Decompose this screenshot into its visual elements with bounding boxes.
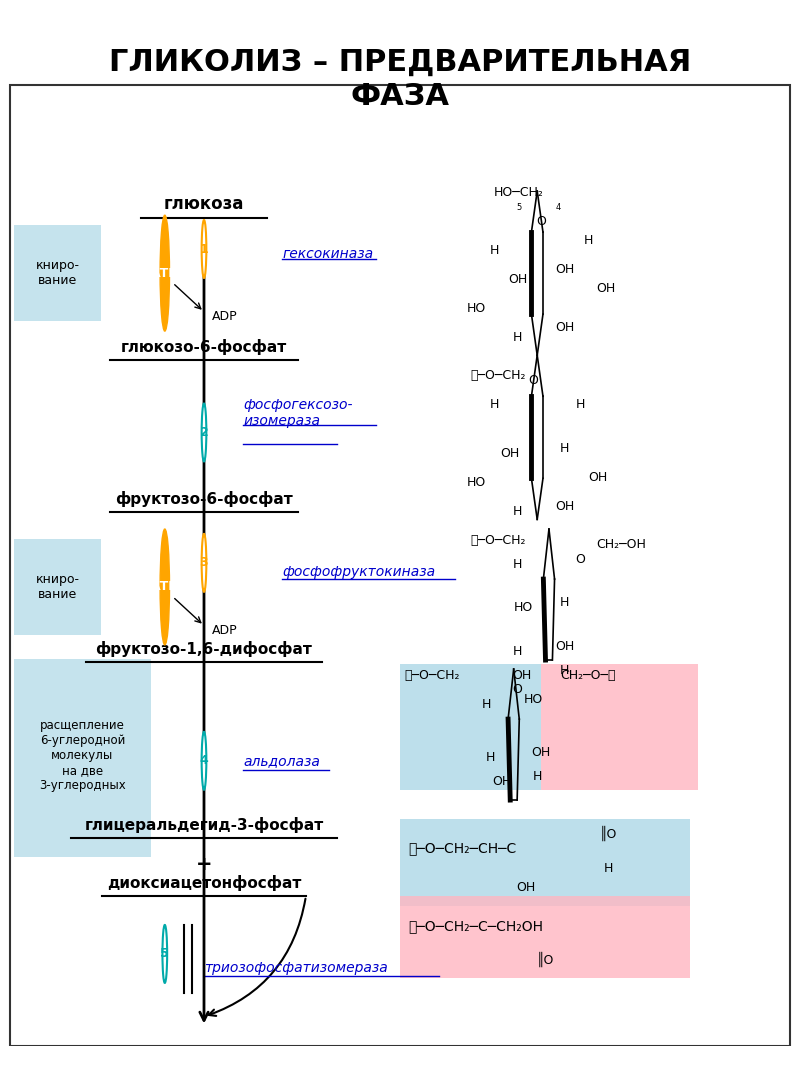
Text: книро-
вание: книро- вание (35, 573, 79, 601)
Circle shape (162, 925, 167, 983)
FancyBboxPatch shape (400, 896, 690, 978)
Text: H: H (513, 558, 522, 571)
FancyBboxPatch shape (10, 85, 790, 1046)
FancyArrowPatch shape (209, 898, 306, 1016)
Text: расщепление
6-углеродной
молекулы
на две
3-углеродных: расщепление 6-углеродной молекулы на две… (39, 719, 126, 793)
Text: H: H (560, 664, 570, 676)
Text: фосфогексозо-
изомераза: фосфогексозо- изомераза (243, 398, 353, 428)
Text: OH: OH (555, 321, 574, 334)
Circle shape (202, 220, 206, 278)
Text: OH: OH (492, 775, 511, 787)
Text: альдолаза: альдолаза (243, 753, 320, 768)
Text: Ⓟ─O─CH₂: Ⓟ─O─CH₂ (470, 534, 526, 546)
Text: 1: 1 (200, 242, 208, 255)
Text: H: H (560, 442, 570, 455)
Circle shape (202, 534, 206, 592)
Text: OH: OH (512, 669, 531, 682)
Text: фосфофруктокиназа: фосфофруктокиназа (282, 566, 435, 579)
Text: HO: HO (514, 601, 534, 615)
Text: CH₂─O─Ⓟ: CH₂─O─Ⓟ (561, 669, 616, 682)
Text: HO: HO (524, 692, 543, 706)
Text: Ⓟ─O─CH₂─CH─C: Ⓟ─O─CH₂─CH─C (408, 842, 516, 856)
Text: АТР: АТР (151, 580, 178, 593)
Text: OH: OH (500, 447, 519, 460)
Text: 4: 4 (556, 204, 561, 212)
Text: 3: 3 (200, 556, 208, 570)
Text: глюкозо-6-фосфат: глюкозо-6-фосфат (121, 339, 287, 355)
Text: O: O (575, 553, 586, 566)
Text: OH: OH (508, 273, 527, 286)
Text: 2: 2 (200, 426, 208, 439)
Text: Ⓟ─O─CH₂: Ⓟ─O─CH₂ (470, 369, 526, 382)
Text: 5: 5 (517, 204, 522, 212)
Text: CH₂─OH: CH₂─OH (596, 539, 646, 552)
Text: O: O (536, 214, 546, 228)
FancyBboxPatch shape (400, 818, 690, 906)
Text: книро-
вание: книро- вание (35, 259, 79, 287)
Circle shape (160, 529, 170, 644)
Text: H: H (576, 398, 585, 412)
Text: ║O: ║O (600, 826, 618, 841)
Text: H: H (513, 505, 522, 517)
Text: OH: OH (555, 640, 574, 653)
Text: диоксиацетонфосфат: диоксиацетонфосфат (107, 875, 301, 891)
FancyBboxPatch shape (14, 539, 101, 635)
Text: O: O (513, 683, 522, 696)
Text: Ⓟ─O─CH₂─C─CH₂OH: Ⓟ─O─CH₂─C─CH₂OH (408, 919, 543, 933)
Text: H: H (560, 596, 570, 609)
Text: фруктозо-1,6-дифосфат: фруктозо-1,6-дифосфат (95, 641, 313, 657)
Text: 4: 4 (200, 754, 208, 767)
Text: OH: OH (555, 264, 574, 276)
Text: O: O (528, 375, 538, 387)
Text: триозофосфатизомераза: триозофосфатизомераза (204, 961, 388, 975)
Text: ADP: ADP (212, 624, 238, 637)
Text: H: H (604, 862, 614, 875)
Text: H: H (533, 770, 542, 783)
Text: H: H (513, 331, 522, 344)
Text: ║O: ║O (536, 952, 554, 967)
Text: ADP: ADP (212, 310, 238, 323)
Text: ГЛИКОЛИЗ – ПРЕДВАРИТЕЛЬНАЯ
ФАЗА: ГЛИКОЛИЗ – ПРЕДВАРИТЕЛЬНАЯ ФАЗА (109, 48, 691, 111)
Text: глицеральдегид-3-фосфат: глицеральдегид-3-фосфат (84, 817, 324, 833)
FancyBboxPatch shape (14, 659, 151, 858)
Text: OH: OH (531, 746, 550, 759)
Text: гексокиназа: гексокиназа (282, 246, 374, 260)
Circle shape (202, 732, 206, 790)
Text: 5: 5 (161, 947, 169, 960)
Text: АТР: АТР (151, 267, 178, 280)
Circle shape (160, 216, 170, 331)
Text: +: + (196, 855, 212, 874)
Text: Ⓟ─O─CH₂: Ⓟ─O─CH₂ (404, 669, 459, 682)
Text: OH: OH (588, 471, 607, 483)
Text: H: H (490, 244, 498, 257)
Text: OH: OH (516, 881, 535, 894)
Text: H: H (583, 234, 593, 248)
Text: глюкоза: глюкоза (164, 195, 244, 213)
Text: H: H (513, 644, 522, 657)
Text: OH: OH (596, 283, 615, 296)
Text: H: H (486, 751, 495, 764)
Text: HO─CH₂: HO─CH₂ (494, 186, 544, 198)
Text: фруктозо-6-фосфат: фруктозо-6-фосфат (115, 491, 293, 507)
Text: HO: HO (467, 302, 486, 315)
Circle shape (202, 403, 206, 461)
Text: H: H (490, 398, 498, 412)
FancyBboxPatch shape (14, 225, 101, 321)
FancyBboxPatch shape (400, 665, 541, 790)
Text: OH: OH (555, 499, 574, 513)
Text: H: H (482, 698, 491, 711)
FancyBboxPatch shape (541, 665, 698, 790)
Text: HO: HO (467, 476, 486, 489)
